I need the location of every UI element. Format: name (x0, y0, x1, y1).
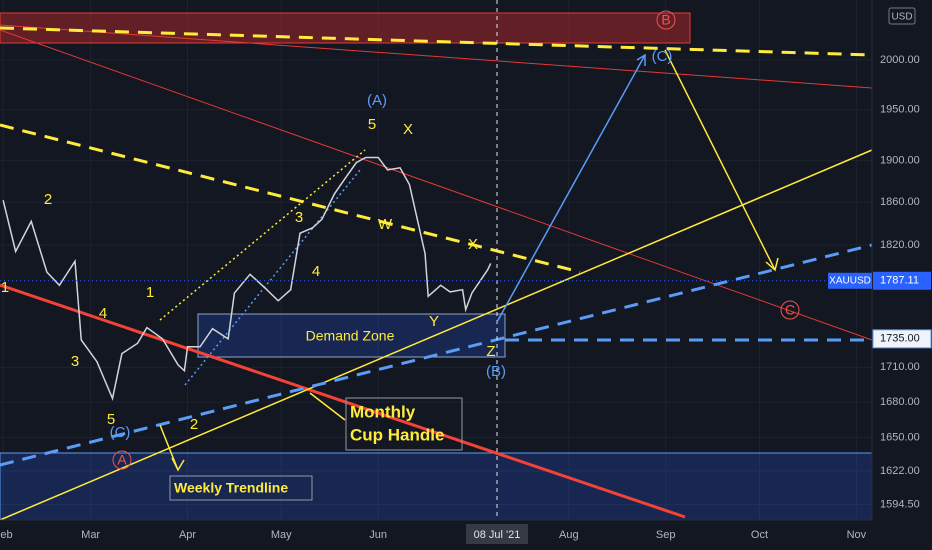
trendline (0, 24, 873, 89)
projection (664, 49, 776, 271)
annotation: Z (486, 343, 495, 360)
circle (656, 10, 676, 30)
circle (780, 300, 800, 320)
trendline (0, 123, 581, 274)
symbol-label: XAUUSD (829, 275, 871, 286)
pointer (159, 424, 185, 472)
trendline (0, 26, 873, 57)
y-tick-label: 1594.50 (880, 498, 920, 510)
price-tag-label: 1735.00 (880, 333, 920, 345)
x-tick-label: Aug (559, 529, 579, 541)
arrowhead (636, 53, 646, 66)
dotted-line (184, 169, 361, 386)
arrowhead (765, 257, 779, 272)
price-tag (873, 271, 931, 290)
x-tick-label: Feb (0, 529, 13, 541)
y-tick-label: 1860.00 (880, 196, 920, 208)
projection (496, 54, 646, 323)
annotation: (C) (110, 424, 131, 441)
note-box (169, 475, 313, 501)
axes: 2000.00 1950.00 1900.00 1860.00 1820.00 1710.… (0, 54, 932, 544)
y-tick-label: 1820.00 (880, 239, 920, 251)
support-zone (0, 452, 873, 521)
annotation: 5 (107, 411, 115, 428)
x-tick-label: Jun (369, 529, 387, 541)
price-line (2, 156, 492, 402)
trendline (0, 149, 873, 521)
circle (112, 450, 132, 470)
x-tick-label: May (271, 529, 292, 541)
annotation: C (785, 302, 795, 318)
annotation: 4 (99, 305, 107, 322)
y-tick-label: 1900.00 (880, 154, 920, 166)
annotation: 2 (44, 191, 52, 208)
annotation: 3 (71, 353, 79, 370)
annotation: 1 (1, 279, 9, 296)
price-tag (872, 329, 932, 349)
annotation: 5 (368, 116, 376, 133)
annotation: Cup Handle (350, 425, 444, 444)
annotation: (A) (367, 92, 387, 109)
annotation: 3 (295, 209, 303, 226)
x-tick-label: Apr (179, 529, 196, 541)
trendline (0, 243, 873, 467)
y-tick-label: 1710.00 (880, 361, 920, 373)
annotation: (C) (652, 48, 673, 65)
annotation: 1 (146, 284, 154, 301)
cursor-date-box (466, 524, 528, 544)
y-tick-label: 1650.00 (880, 431, 920, 443)
y-tick-label: 1622.00 (880, 465, 920, 477)
annotation: Demand Zone (306, 328, 395, 344)
pointer (309, 392, 346, 421)
trendline (0, 29, 873, 341)
symbol-tag (828, 272, 872, 289)
annotation: (B) (486, 363, 506, 380)
annotation: X (468, 236, 478, 253)
annotation: X (403, 121, 413, 138)
annotation: 4 (312, 263, 320, 280)
annotation: B (661, 12, 670, 28)
annotation: W (378, 216, 393, 233)
y-tick-label: 1680.00 (880, 396, 920, 408)
trendline (0, 283, 686, 519)
y-tick-label: 1950.00 (880, 103, 920, 115)
plot-area (0, 156, 872, 402)
x-tick-label: Oct (751, 529, 768, 541)
annotation: Y (429, 313, 439, 330)
dotted-line (159, 149, 366, 321)
currency: USD (891, 12, 912, 23)
note-box (345, 397, 463, 451)
annotation: Weekly Trendline (174, 480, 288, 496)
x-tick-label: Mar (81, 529, 100, 541)
currency-box (888, 7, 916, 25)
annotation: Monthly (350, 402, 416, 421)
annotation: A (117, 452, 127, 468)
annotation: 2 (190, 416, 198, 433)
x-tick-label: Sep (656, 529, 676, 541)
y-tick-label: 2000.00 (880, 54, 920, 66)
cursor-date: 08 Jul '21 (474, 529, 521, 541)
x-tick-label: Nov (847, 529, 867, 541)
price-tag-label: 1787.11 (880, 275, 919, 287)
